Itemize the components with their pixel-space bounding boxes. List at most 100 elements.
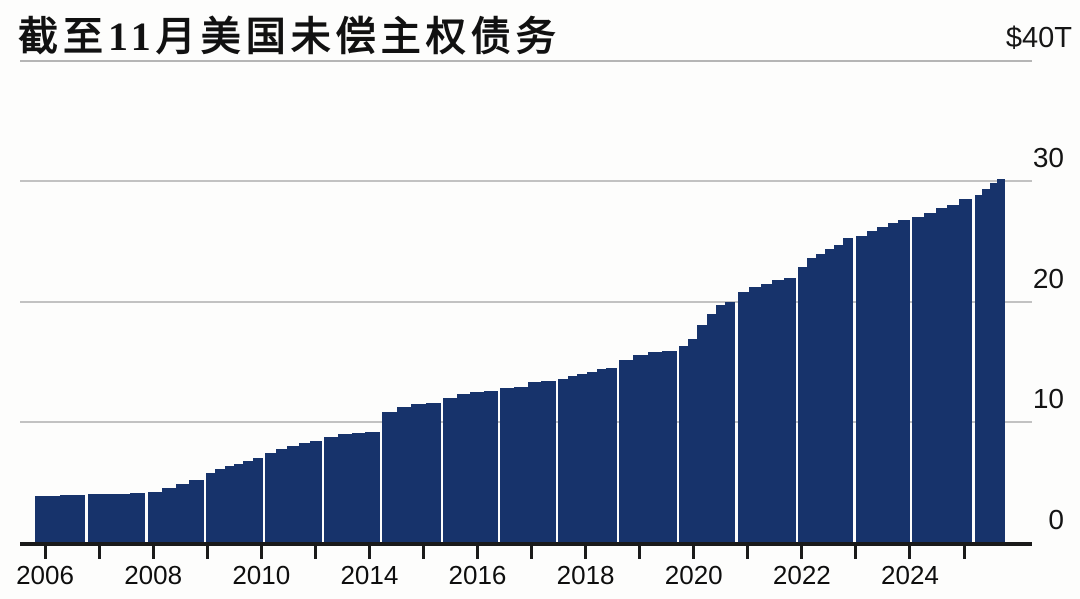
bar-segment [130,492,145,545]
bar-segment [760,283,773,545]
bar-segment [912,217,925,545]
bar-segment [587,371,598,545]
x-tick [475,545,479,559]
bar-segment [947,204,960,545]
bar-segment [425,402,441,545]
bar-segment [252,458,263,545]
bar-segment [596,369,607,545]
bar-segment [577,373,588,545]
x-tick [205,545,209,559]
bar-segment [161,488,177,545]
x-tick-label: 2006 [16,559,74,590]
x-tick [692,545,696,559]
bar-segment [715,305,726,545]
bar-segment [619,360,634,545]
bar-segment [807,258,817,545]
bar-segment [661,351,677,545]
bar-segment [783,277,796,545]
bar-segment [88,494,103,545]
bar-segment [975,194,983,545]
bar-segment [382,411,398,545]
bar-segment [500,388,515,545]
bar-segment [866,231,878,545]
y-axis-max-label: $40T [1005,22,1072,54]
bar-segment [996,178,1005,545]
bar-segment [215,469,226,545]
bar-segment [47,495,61,545]
bar-segment [276,449,288,545]
bar-segment [513,387,529,545]
chart-title: 截至11月美国未偿主权债务 [18,14,561,59]
bar-segment [923,212,937,545]
bar-segment [989,183,998,545]
bar-segment [856,236,868,545]
x-tick [530,545,534,559]
bar-segment [697,324,708,545]
x-tick-label: 2014 [340,559,399,590]
bar-segment [633,355,649,545]
bar-segment [351,432,366,545]
bar-segment [337,434,353,545]
bar-segment [411,404,427,545]
x-tick-label: 2018 [556,559,615,590]
bar-segment [834,244,844,545]
y-tick-label: 10 [1032,383,1064,415]
y-tick-label: 30 [1032,142,1064,174]
gridline-top [20,59,1032,62]
bar-segment [116,493,131,545]
bar-segment [148,492,163,545]
bar-segment [443,398,458,545]
bar-segment [706,314,717,545]
bar-segment [527,382,542,545]
x-tick [259,545,263,559]
x-tick-label: 2016 [448,559,507,590]
x-tick-label: 2010 [232,559,291,590]
x-tick [638,545,642,559]
bar-segment [470,392,485,545]
bar-segment [71,494,85,545]
gridline [20,180,1032,183]
bar-segment [175,484,190,545]
bar-segment [558,379,569,545]
bar-segment [206,472,216,545]
x-tick [800,545,804,559]
bar-segment [749,287,762,545]
bar-segment [738,292,750,545]
bar-segment [843,237,853,545]
bar-segment [396,407,412,545]
bar-segment [679,346,689,545]
bar-segment [224,466,235,545]
bar-segment [234,463,244,545]
x-tick [43,545,47,559]
x-tick [908,545,912,559]
x-tick-label: 2020 [664,559,723,590]
bar-segment [816,254,826,545]
bar-segment [265,452,277,545]
x-tick-label: 2022 [772,559,831,590]
bar-segment [825,249,835,545]
bar-segment [959,199,972,545]
x-tick-label: 2008 [124,559,183,590]
bar-segment [935,208,948,545]
bar-segment [877,227,889,545]
x-tick [367,545,371,559]
bar-segment [298,443,311,545]
bar-segment [887,223,899,545]
bar-segment [982,188,991,545]
bar-segment [541,381,556,545]
bar-segment [724,301,735,545]
x-tick [854,545,858,559]
x-tick [151,545,155,559]
y-tick-label: 20 [1032,262,1064,294]
x-axis-line [20,541,1032,546]
bar-segment [798,266,808,545]
x-tick [97,545,101,559]
x-tick [421,545,425,559]
bar-segment [309,440,322,545]
bar-segment [483,390,498,545]
bar-segment [35,495,48,545]
x-tick [746,545,750,559]
x-tick [962,545,966,559]
bar-segment [243,460,254,545]
